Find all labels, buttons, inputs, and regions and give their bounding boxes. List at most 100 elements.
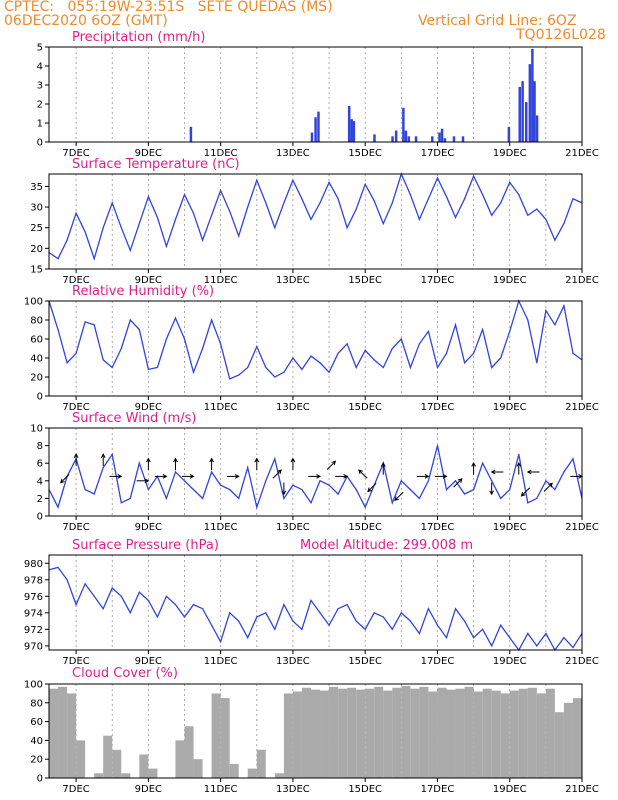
precip-bar <box>407 136 411 142</box>
data-point <box>491 214 493 216</box>
precip-bar <box>440 128 444 142</box>
data-point <box>482 628 484 630</box>
panel-title: Surface Temperature (nC) <box>72 157 240 172</box>
cloud-bar <box>383 690 393 778</box>
cloud-bar <box>274 773 284 778</box>
precip-bar <box>394 130 398 142</box>
x-tick-label: 19DEC <box>493 148 527 159</box>
data-point <box>527 319 529 321</box>
cloud-bar <box>482 688 492 778</box>
precip-bar <box>431 136 434 142</box>
y-tick-label: 60 <box>30 335 43 346</box>
data-point <box>211 319 213 321</box>
precip-bar <box>452 136 456 142</box>
data-point <box>509 330 511 332</box>
data-point <box>418 632 420 635</box>
data-point <box>545 632 547 635</box>
x-tick-label: 11DEC <box>204 784 238 795</box>
x-tick-label: 15DEC <box>348 784 382 795</box>
data-point <box>57 328 59 331</box>
data-point <box>274 458 276 460</box>
data-point <box>147 599 149 602</box>
data-point <box>111 366 113 369</box>
data-point <box>436 366 439 369</box>
plot-frame <box>48 683 583 779</box>
y-tick-label: 40 <box>30 354 43 365</box>
precip-bar <box>352 121 356 142</box>
data-point <box>554 239 556 241</box>
data-point <box>472 175 475 177</box>
x-tick-label: 11DEC <box>204 275 238 286</box>
data-point <box>364 628 366 630</box>
data-point <box>93 258 95 260</box>
data-point <box>436 624 439 626</box>
data-point <box>391 347 393 350</box>
data-point <box>554 324 556 326</box>
cloud-bar <box>76 740 86 778</box>
data-point <box>238 620 240 622</box>
data-point <box>518 453 520 455</box>
cloud-bar <box>446 689 456 778</box>
wind-arrow-head <box>457 478 463 483</box>
data-point <box>156 616 159 618</box>
data-point <box>337 493 339 495</box>
x-tick-label: 11DEC <box>204 402 238 413</box>
cloud-bar <box>184 726 194 778</box>
data-point <box>102 608 104 610</box>
data-point <box>283 202 285 204</box>
data-point <box>292 620 294 622</box>
y-tick-label: 20 <box>30 244 43 255</box>
y-tick-label: 30 <box>30 203 43 214</box>
wind-arrow-head <box>73 453 79 458</box>
data-point <box>409 366 411 369</box>
data-point <box>192 489 195 491</box>
x-tick-label: 19DEC <box>493 784 527 795</box>
x-tick-label: 21DEC <box>565 656 599 667</box>
y-tick-label: 8 <box>37 441 43 452</box>
data-point <box>120 595 122 597</box>
data-point <box>84 489 86 491</box>
data-point <box>66 239 68 241</box>
x-tick-label: 13DEC <box>276 784 310 795</box>
cloud-bar <box>419 686 429 778</box>
data-point <box>536 362 538 364</box>
data-point <box>147 489 149 491</box>
y-tick-label: 972 <box>24 625 43 636</box>
data-point <box>274 628 276 630</box>
data-point <box>328 484 330 486</box>
data-point <box>129 249 131 252</box>
wind-arrow-head <box>144 478 150 484</box>
cloud-bar <box>301 687 311 778</box>
data-point <box>66 579 68 581</box>
y-tick-label: 5 <box>37 43 43 54</box>
data-point <box>310 502 312 504</box>
x-tick-label: 9DEC <box>135 275 162 286</box>
wind-arrow-head <box>162 474 168 479</box>
x-tick-label: 11DEC <box>204 148 238 159</box>
cloud-bar <box>401 685 411 778</box>
wind-arrow-head <box>209 457 214 463</box>
data-point <box>536 497 538 499</box>
x-tick-label: 21DEC <box>565 275 599 286</box>
cloud-bar <box>392 687 402 778</box>
data-point <box>382 366 384 369</box>
data-point <box>129 612 131 614</box>
data-point <box>454 480 457 482</box>
x-tick-label: 19DEC <box>493 656 527 667</box>
data-point <box>84 231 86 233</box>
cloud-bar <box>211 693 221 778</box>
data-point <box>355 620 357 622</box>
data-point <box>554 489 556 491</box>
data-point <box>111 453 113 455</box>
data-point <box>310 599 312 602</box>
cloud-bar <box>139 754 149 778</box>
y-tick-label: 976 <box>24 592 43 603</box>
data-point <box>183 480 186 482</box>
data-point <box>256 346 258 348</box>
x-tick-label: 13DEC <box>276 402 310 413</box>
x-tick-label: 19DEC <box>493 522 527 533</box>
data-point <box>192 212 195 214</box>
precip-bar <box>518 86 521 142</box>
data-point <box>93 324 95 326</box>
data-point <box>518 194 520 196</box>
